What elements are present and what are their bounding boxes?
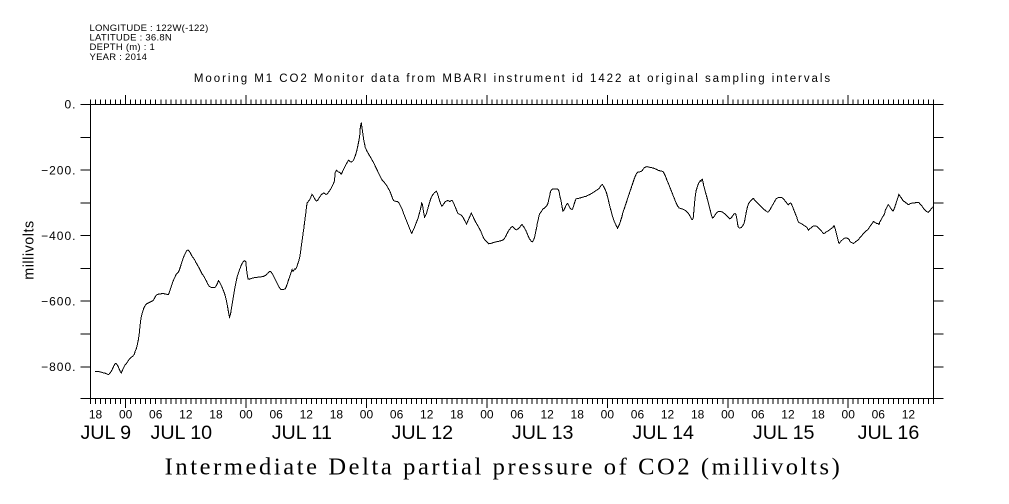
svg-text:JUL 9: JUL 9 (80, 422, 131, 444)
svg-text:18: 18 (571, 408, 585, 422)
svg-text:JUL 12: JUL 12 (391, 422, 453, 444)
svg-text:00: 00 (721, 408, 735, 422)
svg-text:0.: 0. (64, 98, 76, 112)
svg-text:18: 18 (691, 408, 705, 422)
svg-text:JUL 10: JUL 10 (150, 422, 212, 444)
svg-text:18: 18 (450, 408, 464, 422)
svg-text:18: 18 (330, 408, 344, 422)
svg-text:06: 06 (510, 408, 524, 422)
svg-text:18: 18 (89, 408, 103, 422)
svg-text:18: 18 (811, 408, 825, 422)
svg-text:LATITUDE : 36.8N: LATITUDE : 36.8N (90, 33, 173, 44)
svg-text:−800.: −800. (41, 360, 76, 374)
svg-text:millivolts: millivolts (22, 220, 38, 280)
svg-text:−600.: −600. (41, 294, 76, 308)
svg-text:12: 12 (420, 408, 434, 422)
svg-text:06: 06 (631, 408, 645, 422)
svg-text:06: 06 (751, 408, 765, 422)
svg-text:JUL 14: JUL 14 (632, 422, 694, 444)
svg-text:12: 12 (902, 408, 916, 422)
svg-text:−400.: −400. (41, 229, 76, 243)
svg-text:−200.: −200. (41, 163, 76, 177)
svg-text:00: 00 (480, 408, 494, 422)
svg-text:JUL 11: JUL 11 (272, 422, 332, 444)
svg-text:Intermediate Delta partial pre: Intermediate Delta partial pressure of C… (165, 453, 843, 480)
svg-text:06: 06 (390, 408, 404, 422)
svg-text:YEAR : 2014: YEAR : 2014 (90, 52, 148, 63)
svg-text:00: 00 (360, 408, 374, 422)
svg-text:06: 06 (269, 408, 283, 422)
svg-text:00: 00 (119, 408, 133, 422)
svg-text:12: 12 (540, 408, 554, 422)
svg-text:JUL 13: JUL 13 (512, 422, 574, 444)
svg-text:00: 00 (601, 408, 615, 422)
svg-text:12: 12 (300, 408, 314, 422)
svg-text:LONGITUDE : 122W(-122): LONGITUDE : 122W(-122) (90, 23, 209, 34)
svg-text:DEPTH (m) : 1: DEPTH (m) : 1 (90, 42, 156, 53)
svg-text:12: 12 (179, 408, 193, 422)
svg-text:Mooring M1 CO2 Monitor data fr: Mooring M1 CO2 Monitor data from MBARI i… (194, 73, 832, 85)
svg-text:18: 18 (209, 408, 223, 422)
svg-text:06: 06 (872, 408, 886, 422)
svg-text:00: 00 (842, 408, 856, 422)
svg-text:JUL 16: JUL 16 (858, 422, 920, 444)
svg-text:00: 00 (239, 408, 253, 422)
svg-text:JUL 15: JUL 15 (753, 422, 815, 444)
svg-text:12: 12 (781, 408, 795, 422)
svg-text:06: 06 (149, 408, 163, 422)
svg-text:12: 12 (661, 408, 675, 422)
